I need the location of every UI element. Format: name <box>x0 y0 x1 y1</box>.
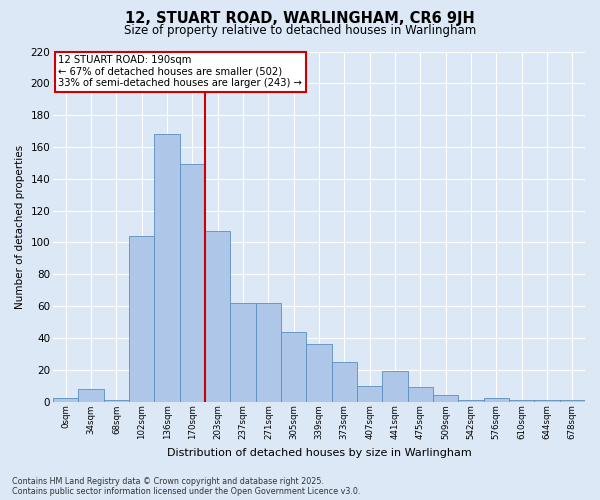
Bar <box>382 372 407 402</box>
Bar <box>332 362 357 402</box>
Y-axis label: Number of detached properties: Number of detached properties <box>15 144 25 308</box>
Bar <box>535 400 560 402</box>
Bar <box>560 400 585 402</box>
Bar <box>357 386 382 402</box>
Bar <box>458 400 484 402</box>
Bar <box>205 232 230 402</box>
Bar <box>307 344 332 402</box>
Bar <box>154 134 180 402</box>
Bar <box>79 389 104 402</box>
Bar <box>509 400 535 402</box>
Bar <box>230 303 256 402</box>
Text: 12, STUART ROAD, WARLINGHAM, CR6 9JH: 12, STUART ROAD, WARLINGHAM, CR6 9JH <box>125 11 475 26</box>
Text: Size of property relative to detached houses in Warlingham: Size of property relative to detached ho… <box>124 24 476 37</box>
X-axis label: Distribution of detached houses by size in Warlingham: Distribution of detached houses by size … <box>167 448 472 458</box>
Bar <box>129 236 154 402</box>
Bar <box>104 400 129 402</box>
Text: Contains HM Land Registry data © Crown copyright and database right 2025.
Contai: Contains HM Land Registry data © Crown c… <box>12 476 361 496</box>
Bar <box>53 398 79 402</box>
Bar <box>433 395 458 402</box>
Bar <box>281 332 307 402</box>
Bar <box>484 398 509 402</box>
Bar <box>180 164 205 402</box>
Bar <box>256 303 281 402</box>
Text: 12 STUART ROAD: 190sqm
← 67% of detached houses are smaller (502)
33% of semi-de: 12 STUART ROAD: 190sqm ← 67% of detached… <box>58 55 302 88</box>
Bar <box>407 387 433 402</box>
